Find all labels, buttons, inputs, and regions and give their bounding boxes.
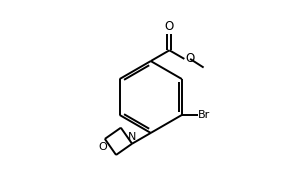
Text: O: O [186,52,195,65]
Text: O: O [98,142,107,152]
Text: N: N [128,132,136,142]
Text: Br: Br [198,110,211,120]
Text: O: O [165,20,174,33]
